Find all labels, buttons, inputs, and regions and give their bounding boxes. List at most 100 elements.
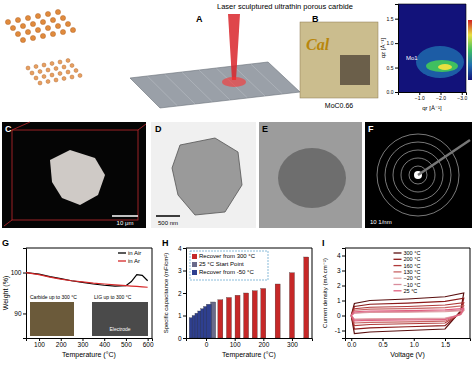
tick-label: 1.0 (387, 40, 394, 46)
legend-swatch (192, 270, 197, 275)
axis: 90 100 (11, 249, 27, 339)
atom (50, 31, 55, 36)
heatmap (398, 4, 466, 92)
photo-text: Cal (306, 36, 330, 53)
series-line (351, 298, 464, 329)
panel-label: E (262, 124, 268, 134)
panel-label: F (368, 124, 374, 134)
tick-label: 0.0 (387, 89, 394, 95)
heatmap-region (438, 64, 452, 70)
tick: −3.0 (457, 92, 467, 101)
tick-mark (395, 92, 398, 93)
tick-label: 4 (337, 252, 341, 259)
series-line (351, 311, 464, 319)
tick: 1.5 (441, 338, 450, 348)
bar (261, 289, 266, 339)
legend-label: 25 °C Start Point (199, 261, 244, 267)
tick: 300 (287, 338, 298, 348)
tick: 0 (205, 338, 209, 348)
tick-label: 200 (56, 341, 67, 348)
tick: 3 (178, 267, 186, 274)
axis-line (183, 249, 187, 339)
atom (45, 11, 50, 16)
axis-title: Specific capacitance (mF/cm²) (163, 253, 169, 334)
tick: 0 (337, 312, 345, 319)
tick-label: 2 (178, 290, 182, 297)
tick-label: 1.5 (441, 341, 450, 348)
atom (70, 27, 75, 32)
tick-label: −1.0 (415, 95, 425, 101)
tick: 1.0 (410, 338, 419, 348)
atom (20, 23, 25, 28)
panel-label: I (322, 238, 325, 248)
legend-label: in Ar (128, 258, 140, 264)
atom (45, 25, 50, 30)
tick-label: 3 (337, 267, 341, 274)
legend-label: in Air (128, 250, 141, 256)
bar (289, 273, 294, 338)
legend-swatch (394, 284, 402, 285)
atom (34, 76, 38, 80)
tick: 100 (34, 338, 45, 348)
heatmap-region (416, 46, 464, 78)
atom (62, 65, 66, 69)
tick: −2.0 (436, 92, 446, 101)
axis-title: qr [Å⁻¹] (422, 105, 442, 111)
scale-bar-label: 10 1/nm (370, 219, 392, 225)
tick-label: 0.5 (387, 65, 394, 71)
tick-mark (342, 256, 345, 257)
tick: 100 (230, 338, 241, 348)
substrate-grid (251, 64, 283, 94)
beam-stop (418, 140, 470, 175)
frame (186, 248, 312, 338)
series-line (351, 308, 464, 320)
tick-mark (395, 68, 398, 69)
atom (5, 19, 10, 24)
tick: 100 (11, 269, 26, 276)
laser-spot (222, 77, 246, 87)
axis: -101234 (335, 249, 346, 339)
tick-mark (342, 271, 345, 272)
axis-line (399, 93, 467, 96)
tick-mark (183, 338, 186, 339)
legend-label: −10 °C (404, 282, 421, 288)
tick-mark (23, 273, 26, 274)
panel-label: D (155, 124, 162, 134)
wireframe (4, 122, 146, 226)
panel-title: Laser sculptured ultrathin porous carbid… (217, 2, 353, 11)
tick-label: 1.0 (410, 341, 419, 348)
tick: 0 (178, 335, 186, 342)
micrograph (151, 122, 256, 228)
tick-label: 1.5 (387, 16, 394, 22)
tick-label: 1 (178, 312, 182, 319)
micrograph (365, 122, 472, 228)
tick-mark (395, 19, 398, 20)
tick-mark (183, 316, 186, 317)
heatmap-region (426, 60, 458, 72)
tick-label: 100 (34, 341, 45, 348)
photo-pattern (340, 55, 370, 85)
atom (50, 17, 55, 22)
tick: 0.5 (378, 338, 387, 348)
atom (50, 62, 54, 66)
panel-label: B (312, 14, 319, 24)
atom (58, 72, 62, 76)
legend-swatch (394, 290, 402, 291)
laser-beam (228, 14, 240, 80)
tick: 0.0 (387, 89, 398, 95)
tick-label: 100 (11, 269, 22, 276)
tick-mark (395, 43, 398, 44)
axis-title: Temperature (°C) (62, 351, 116, 359)
tick: 3 (337, 267, 345, 274)
axis: 100200300400500600 (27, 338, 154, 348)
axis-line (342, 249, 346, 339)
tick: 2 (337, 282, 345, 289)
tick: 90 (14, 310, 26, 317)
legend: 300 °C200 °C160 °C130 °C−20 °C−10 °C25 °… (394, 250, 421, 294)
series-line (26, 273, 148, 287)
tick-label: 1 (337, 297, 341, 304)
legend-swatch (118, 252, 126, 253)
axis-line (23, 249, 27, 339)
marks (189, 257, 309, 338)
bar (218, 300, 223, 338)
